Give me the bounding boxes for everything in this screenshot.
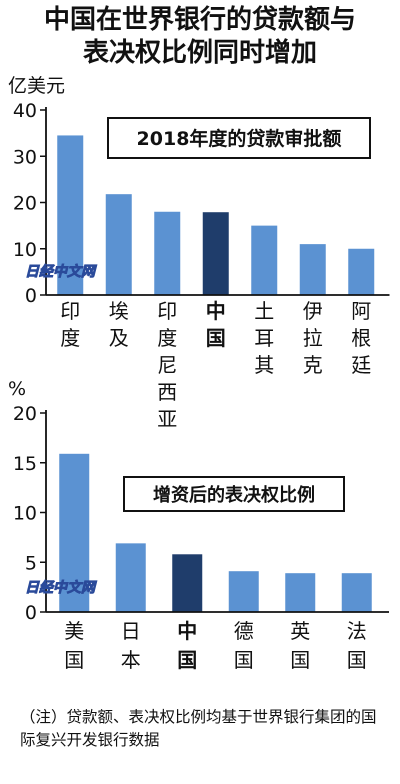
chart-1-category-label-char: 廷 (351, 353, 371, 377)
chart-1-category-label-char: 土 (254, 299, 274, 323)
chart-1-bar-3 (154, 211, 181, 295)
chart-1-ytick-label: 10 (13, 239, 37, 261)
chart-1-category-label-char: 及 (109, 326, 129, 350)
chart-1-bar-1 (57, 135, 84, 295)
chart-1-bar-4 (202, 212, 229, 295)
figure-title-line-1: 中国在世界银行的贷款额与 (43, 5, 356, 35)
chart-2-category-label-char: 美 (64, 619, 84, 643)
chart-1-category-label-char: 拉 (303, 326, 323, 350)
chart-1-category-label-char: 埃 (109, 299, 129, 323)
chart-2-category-label-char: 国 (347, 648, 367, 672)
chart-1-category-label-char: 度 (157, 326, 177, 350)
chart-2-bar-3 (172, 554, 203, 612)
chart-2-category-label-char: 国 (64, 648, 84, 672)
chart-2-ytick-label: 15 (13, 453, 37, 475)
chart-1-category-label-char: 印 (60, 299, 80, 323)
chart-2-bar-6 (341, 573, 372, 612)
chart-2-ytick-label: 5 (25, 552, 37, 574)
chart-2-bar-2 (115, 543, 146, 612)
chart-1-ytick-label: 20 (13, 193, 37, 215)
footnote: （注）贷款额、表决权比例均基于世界银行集团的国际复兴开发银行数据 (20, 708, 377, 749)
chart-2-ytick-label: 20 (13, 403, 37, 425)
chart-2-title: 增资后的表决权比例 (153, 484, 315, 506)
chart-1-ytick-label: 40 (13, 100, 37, 122)
chart-1-category-label-char: 亚 (157, 407, 177, 431)
chart-1-bar-7 (348, 248, 375, 295)
chart-1-bar-2 (105, 194, 132, 295)
chart-1-category-label-char: 中 (206, 299, 226, 323)
chart-1-bar-6 (299, 244, 326, 295)
chart-1-ytick-label: 0 (25, 285, 37, 307)
chart-2-category-label-char: 国 (234, 648, 254, 672)
chart-2-bar-1 (59, 453, 90, 612)
chart-2-bar-4 (228, 571, 259, 612)
chart-1-category-label-char: 西 (157, 380, 177, 404)
chart-1-category-label-char: 度 (60, 326, 80, 350)
chart-1-category-label-char: 伊 (303, 299, 323, 323)
figure-title-line-2: 表决权比例同时增加 (82, 38, 317, 68)
figure-title: 中国在世界银行的贷款额与 表决权比例同时增加 (0, 4, 400, 70)
chart-2-category-label-char: 国 (177, 648, 197, 672)
chart-2-category-label-char: 法 (347, 619, 367, 643)
chart-1-category-label-char: 阿 (351, 299, 371, 323)
chart-1-title-box (107, 117, 371, 159)
chart-1-unit-label: 亿美元 (8, 75, 65, 97)
chart-2-category-label-char: 国 (290, 648, 310, 672)
chart-2-ytick-label: 10 (13, 503, 37, 525)
chart-1-category-label-char: 印 (157, 299, 177, 323)
chart-1-category-label-char: 耳 (254, 326, 274, 350)
chart-2-category-label-char: 本 (121, 648, 141, 672)
chart-1-category-label-char: 尼 (157, 353, 177, 377)
chart-2-category-label-char: 中 (177, 619, 197, 643)
chart-2-category-label-char: 英 (290, 619, 310, 643)
chart-2-watermark: 日经中文网 (25, 579, 97, 596)
chart-1-category-label-char: 国 (206, 326, 226, 350)
chart-2-ytick-label: 0 (25, 602, 37, 624)
chart-2-category-label-char: 日 (121, 619, 141, 643)
chart-1-category-label-char: 克 (303, 353, 323, 377)
chart-1-category-label-char: 其 (254, 353, 274, 377)
chart-2-title-box (123, 476, 345, 512)
chart-2-bar-5 (285, 573, 316, 612)
chart-1-category-label-char: 根 (351, 326, 371, 350)
chart-1-bar-5 (251, 225, 278, 295)
chart-1-title: 2018年度的贷款审批额 (137, 127, 342, 150)
chart-2-unit-label: % (8, 378, 26, 400)
chart-1-watermark: 日经中文网 (25, 263, 97, 280)
chart-1-ytick-label: 30 (13, 146, 37, 168)
chart-2-category-label-char: 德 (234, 619, 254, 643)
